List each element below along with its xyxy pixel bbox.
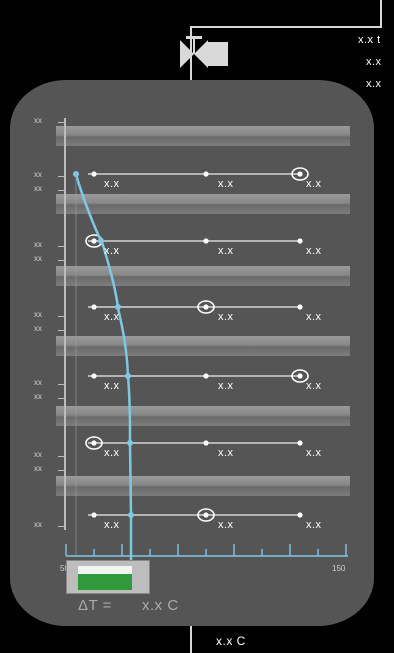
- left-scale-tick: [58, 190, 66, 191]
- active-sensor-marker: [291, 369, 309, 383]
- sensor-value: x.x: [306, 447, 322, 459]
- sensor-point: [297, 171, 303, 177]
- top-readout-2: x.x: [366, 56, 382, 68]
- top-readout-3: x.x: [366, 78, 382, 90]
- axis-max-label: 150: [332, 564, 346, 573]
- left-scale-label: xx: [34, 392, 42, 401]
- sensor-point: [91, 440, 97, 446]
- outlet-pipe: [190, 626, 192, 653]
- sensor-point: [203, 373, 209, 379]
- left-scale-tick: [58, 384, 66, 385]
- top-readout-1: x.x t: [358, 34, 381, 46]
- left-scale-label: xx: [34, 464, 42, 473]
- left-scale-tick: [58, 470, 66, 471]
- active-sensor-marker: [85, 436, 103, 450]
- sensor-point: [297, 238, 303, 244]
- axis-min-label: 50: [60, 564, 69, 573]
- left-scale-tick: [58, 246, 66, 247]
- left-scale-label: xx: [34, 310, 42, 319]
- sensor-point: [203, 440, 209, 446]
- left-scale-tick: [58, 398, 66, 399]
- temperature-profile-curve: [74, 173, 133, 560]
- left-scale-tick: [58, 330, 66, 331]
- sensor-value: x.x: [104, 178, 120, 190]
- sensor-value: x.x: [306, 519, 322, 531]
- sensor-point: [203, 171, 209, 177]
- active-sensor-marker: [291, 167, 309, 181]
- left-scale-tick: [58, 122, 66, 123]
- sensor-value: x.x: [104, 519, 120, 531]
- sensor-value: x.x: [218, 245, 234, 257]
- left-scale-tick: [58, 260, 66, 261]
- left-scale-label: xx: [34, 184, 42, 193]
- sensor-point: [297, 373, 303, 379]
- sensor-point: [297, 440, 303, 446]
- sensor-value: x.x: [218, 519, 234, 531]
- level-band-2: [56, 194, 350, 214]
- left-scale-label: xx: [34, 520, 42, 529]
- left-scale-label: xx: [34, 324, 42, 333]
- sensor-value: x.x: [306, 178, 322, 190]
- left-scale-label: xx: [34, 170, 42, 179]
- sensor-point: [91, 238, 97, 244]
- inlet-pipe-horizontal: [190, 26, 382, 28]
- sensor-point: [297, 304, 303, 310]
- left-scale-tick: [58, 176, 66, 177]
- sensor-value: x.x: [218, 380, 234, 392]
- left-scale-label: xx: [34, 240, 42, 249]
- active-sensor-marker: [197, 508, 215, 522]
- sensor-point: [91, 373, 97, 379]
- left-scale-axis: [64, 118, 66, 530]
- level-indicator-fill: [78, 574, 132, 590]
- sensor-value: x.x: [306, 380, 322, 392]
- level-indicator-white: [78, 566, 132, 574]
- sensor-value: x.x: [306, 245, 322, 257]
- sensor-point: [91, 512, 97, 518]
- level-band-1: [56, 126, 350, 146]
- sensor-value: x.x: [104, 380, 120, 392]
- sensor-value: x.x: [218, 311, 234, 323]
- left-scale-label: xx: [34, 450, 42, 459]
- sensor-point: [91, 171, 97, 177]
- sensor-value: x.x: [218, 447, 234, 459]
- level-band-3: [56, 266, 350, 286]
- sensor-value: x.x: [104, 245, 120, 257]
- left-scale-tick: [58, 456, 66, 457]
- sensor-point: [203, 238, 209, 244]
- sensor-value: x.x: [218, 178, 234, 190]
- level-band-4: [56, 336, 350, 356]
- sensor-point: [297, 512, 303, 518]
- sensor-value: x.x: [104, 447, 120, 459]
- outlet-readout: x.x C: [216, 634, 246, 648]
- control-valve-icon[interactable]: [176, 34, 232, 74]
- left-scale-tick: [58, 316, 66, 317]
- active-sensor-marker: [197, 300, 215, 314]
- left-scale-label: xx: [34, 116, 42, 125]
- left-scale-tick: [58, 526, 66, 527]
- sensor-point: [203, 512, 209, 518]
- left-scale-label: xx: [34, 378, 42, 387]
- left-scale-label: xx: [34, 254, 42, 263]
- sensor-value: x.x: [306, 311, 322, 323]
- inlet-pipe-vertical: [380, 0, 382, 28]
- delta-t-label: ΔT =: [78, 597, 112, 614]
- sensor-point: [203, 304, 209, 310]
- delta-t-value: x.x C: [142, 597, 179, 614]
- sensor-value: x.x: [104, 311, 120, 323]
- sensor-point: [91, 304, 97, 310]
